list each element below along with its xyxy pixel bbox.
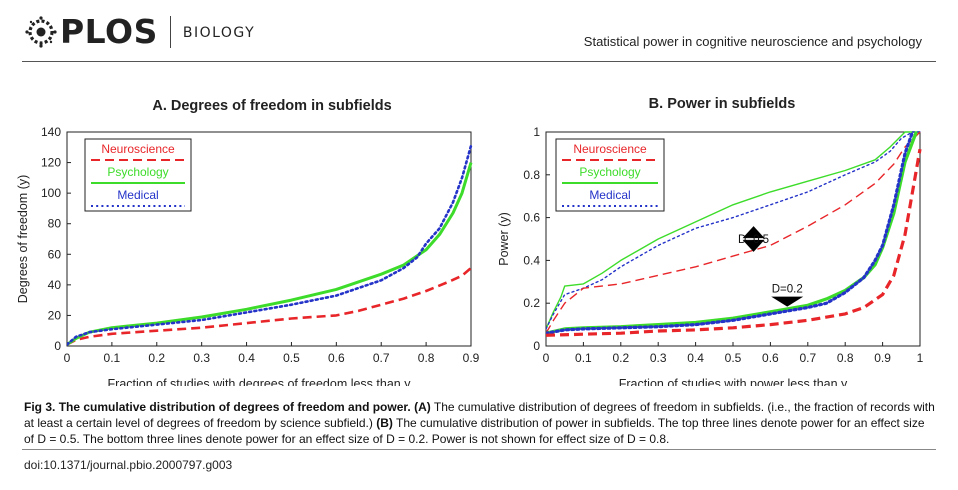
x-tick-label: 0.9 — [874, 351, 891, 365]
arrow-down-icon — [771, 296, 804, 307]
x-tick-label: 0.2 — [148, 351, 165, 365]
annotation-label: D=0.2 — [772, 284, 803, 296]
y-tick-label: 0 — [54, 339, 61, 353]
y-tick-label: 1 — [533, 125, 540, 139]
x-tick-label: 0.3 — [193, 351, 210, 365]
chart-panel-a: A. Degrees of freedom in subfields 0 0.1 0.… — [16, 98, 480, 386]
chart-legend: Neuroscience Psychology Medical — [84, 138, 192, 212]
plot-frame — [66, 131, 472, 347]
caption-label: Fig 3. — [24, 400, 56, 414]
legend-label: Medical — [589, 188, 630, 202]
x-tick-label: 0.4 — [238, 351, 255, 365]
caption-b-tag: (B) — [376, 416, 393, 430]
legend-label: Medical — [117, 188, 158, 202]
x-tick-label: 0.1 — [104, 351, 121, 365]
x-tick-label: 0.4 — [687, 351, 704, 365]
series-line-medical-D05 — [546, 131, 921, 330]
x-axis-label: Fraction of studies with degrees of free… — [108, 377, 412, 386]
y-tick-label: 60 — [48, 247, 62, 261]
running-title: Statistical power in cognitive neuroscie… — [583, 34, 922, 49]
x-axis-label: Fraction of studies with power less than… — [619, 377, 848, 386]
y-tick-label: 100 — [41, 186, 61, 200]
series-line-psychology-D05 — [546, 131, 920, 330]
x-tick-label: 0 — [64, 351, 71, 365]
legend-label: Neuroscience — [573, 142, 647, 156]
x-tick-label: 0.5 — [725, 351, 742, 365]
series-line-medical — [67, 144, 473, 346]
chart-legend: Neuroscience Psychology Medical — [555, 138, 665, 212]
arrow-up-icon — [742, 226, 765, 239]
chart-title: A. Degrees of freedom in subfields — [152, 98, 391, 114]
figure-3: A. Degrees of freedom in subfields 0 0.1 0.… — [16, 96, 924, 386]
x-tick-label: 1 — [917, 351, 924, 365]
x-tick-label: 0.7 — [799, 351, 816, 365]
series-line-neuroscience — [67, 267, 472, 346]
x-tick-label: 0 — [543, 351, 550, 365]
header-divider — [22, 61, 936, 62]
arrow-down-icon — [742, 239, 765, 252]
legend-box — [84, 138, 192, 212]
legend-label: Psychology — [107, 165, 168, 179]
journal-name: BIOLOGY — [182, 24, 256, 41]
logo-divider — [169, 15, 171, 48]
y-tick-label: 0 — [533, 339, 540, 353]
x-tick-label: 0.3 — [650, 351, 667, 365]
x-tick-label: 0.5 — [283, 351, 300, 365]
x-tick-label: 0.7 — [373, 351, 390, 365]
series-line-neuroscience-D02 — [546, 148, 922, 337]
legend-label: Psychology — [579, 165, 640, 179]
caption-a-tag: (A) — [414, 400, 431, 414]
x-tick-label: 0.2 — [612, 351, 629, 365]
y-tick-label: 20 — [48, 308, 62, 322]
y-tick-label: 40 — [48, 278, 62, 292]
y-tick-label: 80 — [48, 217, 62, 231]
caption-divider — [22, 449, 936, 450]
x-tick-label: 0.8 — [837, 351, 854, 365]
logo-wordmark: PLOS — [60, 12, 158, 51]
legend-box — [555, 138, 665, 212]
y-tick-label: 0.6 — [523, 211, 540, 225]
y-tick-label: 140 — [41, 125, 61, 139]
y-tick-label: 0.2 — [523, 296, 540, 310]
figure-doi[interactable]: doi:10.1371/journal.pbio.2000797.g003 — [24, 458, 233, 472]
x-tick-label: 0.9 — [463, 351, 480, 365]
series-line-neuroscience-D05 — [546, 131, 921, 334]
x-tick-label: 0.1 — [575, 351, 592, 365]
y-tick-label: 0.4 — [523, 253, 540, 267]
caption-a-text: The cumulative distribution of degrees o… — [24, 400, 935, 430]
chart-title: B. Power in subfields — [649, 96, 796, 112]
y-axis-label: Degrees of freedom (y) — [16, 175, 30, 304]
series-line-medical-D02 — [546, 130, 915, 335]
x-tick-label: 0.6 — [762, 351, 779, 365]
caption-b-text: The cumulative distribution of power in … — [24, 416, 925, 446]
y-tick-label: 0.8 — [523, 168, 540, 182]
plos-logo[interactable]: PLOS BIOLOGY — [24, 12, 255, 51]
x-tick-label: 0.6 — [328, 351, 345, 365]
x-tick-label: 0.8 — [418, 351, 435, 365]
plos-logo-icon — [25, 15, 57, 48]
y-axis-label: Power (y) — [497, 212, 511, 265]
annotation-label: D=0.5 — [738, 234, 769, 246]
y-tick-label: 120 — [41, 156, 61, 170]
chart-panel-b: B. Power in subfields 0 0.1 0.2 0.3 0.4 0.5 0.6… — [497, 96, 924, 386]
figure-caption: Fig 3. The cumulative distribution of de… — [24, 399, 936, 447]
caption-title: The cumulative distribution of degrees o… — [58, 400, 411, 414]
legend-label: Neuroscience — [101, 142, 175, 156]
journal-header: PLOS BIOLOGY Statistical power in cognit… — [0, 0, 958, 62]
